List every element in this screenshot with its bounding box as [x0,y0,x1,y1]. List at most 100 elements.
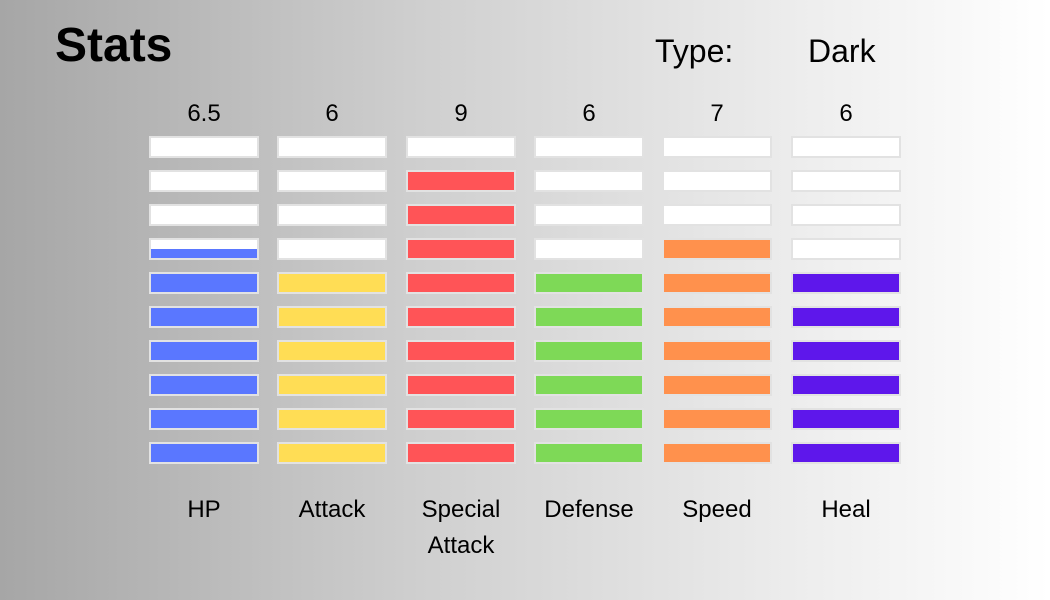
stat-value: 7 [710,100,724,127]
stat-column-heal: 6 Heal [791,0,901,600]
stat-segment [277,136,387,158]
type-value: Dark [808,33,876,69]
stat-segment-fill [279,308,385,326]
stat-segment-fill [279,274,385,292]
stat-column-defense: 6 Defense [534,0,644,600]
stat-segment-fill [793,376,899,394]
stat-column-speed: 7 Speed [662,0,772,600]
stat-segment [791,340,901,362]
stat-segment [534,238,644,260]
stat-segment [791,238,901,260]
stat-segment [406,374,516,396]
stat-value: 9 [454,100,468,127]
stat-segment-fill [664,274,770,292]
stat-segment [791,408,901,430]
stat-segment [277,442,387,464]
stat-value: 6 [839,100,853,127]
stat-segment [662,272,772,294]
stat-segment-fill [536,342,642,360]
stat-name: Speed [682,496,752,523]
stat-segment [662,170,772,192]
stat-segment [406,204,516,226]
stat-segment-fill [408,410,514,428]
stat-segment-fill [408,444,514,462]
stat-segment [534,340,644,362]
stat-segment [534,408,644,430]
page-title: Stats [55,19,173,72]
stat-segment [534,374,644,396]
stat-segment-fill [793,274,899,292]
stat-segment [406,340,516,362]
stat-column-attack: 6 Attack [277,0,387,600]
stat-value: 6.5 [187,100,221,127]
stat-segment [791,306,901,328]
stat-segment [534,306,644,328]
stat-segment [791,136,901,158]
stat-segment-fill [664,410,770,428]
stat-segment [277,170,387,192]
stat-segment-fill [536,444,642,462]
stat-segment-fill [664,240,770,258]
stat-segment [662,408,772,430]
stat-segment [406,272,516,294]
stat-name: Attack [298,496,366,523]
stat-segment-fill [408,376,514,394]
stat-segment [406,306,516,328]
stat-segment-fill [664,342,770,360]
stat-segment [662,374,772,396]
stat-segment [534,204,644,226]
stat-segment [406,238,516,260]
stat-name: HP [187,496,221,523]
stat-value: 6 [325,100,339,127]
stat-segment-fill [793,342,899,360]
stat-segment [149,374,259,396]
stat-segment [662,442,772,464]
stat-segment-fill [279,444,385,462]
stat-segment-fill [279,410,385,428]
stat-segment [277,374,387,396]
stat-segment-fill [664,308,770,326]
stat-segment-fill [151,249,257,258]
stat-segment [406,136,516,158]
stat-segment-fill [279,342,385,360]
stat-segment-fill [536,410,642,428]
stat-segment-fill [793,410,899,428]
stat-segment [534,272,644,294]
stat-segment [149,170,259,192]
stat-segment [791,442,901,464]
stat-segment-fill [536,376,642,394]
stat-segment [534,442,644,464]
stat-segment-fill [536,308,642,326]
stat-segment [406,408,516,430]
stat-segment-fill [408,206,514,224]
stat-segment-fill [408,240,514,258]
stat-segment-fill [664,444,770,462]
stat-segment-fill [151,342,257,360]
stat-segment-fill [536,274,642,292]
stat-segment [662,238,772,260]
stat-segment [406,170,516,192]
stat-segment [791,374,901,396]
stat-segment [149,238,259,260]
stat-value: 6 [582,100,596,127]
stat-column-special-attack: 9 Special Attack [406,0,516,600]
stat-segment [662,204,772,226]
stat-segment-fill [408,274,514,292]
stat-segment [277,204,387,226]
stat-segment-fill [408,308,514,326]
stat-segment-fill [408,172,514,190]
stat-segment [149,408,259,430]
stat-segment [149,306,259,328]
stat-segment [406,442,516,464]
stat-segment-fill [793,308,899,326]
stat-segment [791,272,901,294]
stat-segment [277,306,387,328]
stat-segment [277,238,387,260]
type-label: Type: [655,33,734,69]
stat-segment [534,136,644,158]
stat-segment [534,170,644,192]
stat-segment [149,442,259,464]
stat-segment [149,272,259,294]
stat-segment [791,204,901,226]
stat-segment-fill [151,444,257,462]
